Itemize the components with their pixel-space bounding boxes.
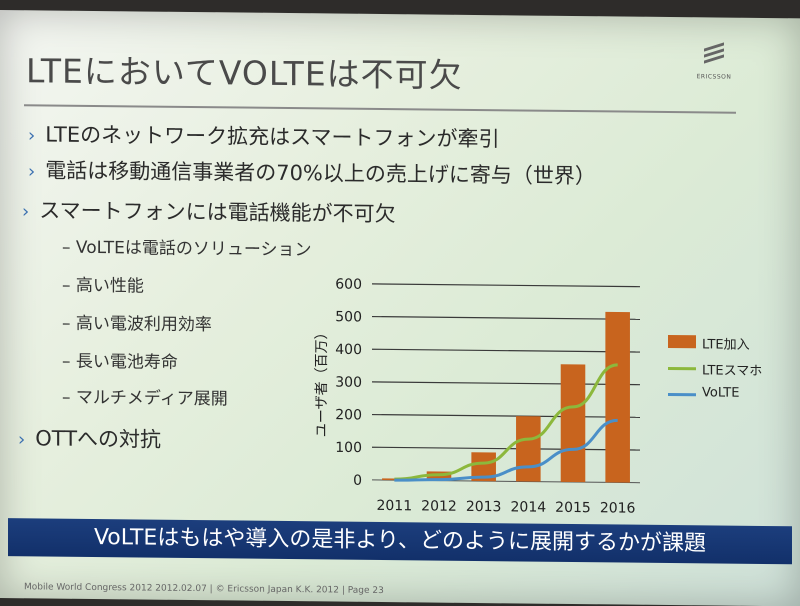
- ericsson-logo: ERICSSON: [692, 42, 736, 81]
- series-line-VoLTE: [394, 418, 618, 482]
- bullet-chevron-icon: ›: [28, 161, 36, 183]
- bar-2013: [471, 452, 496, 482]
- gridline: [372, 381, 640, 386]
- ericsson-mark-icon: [704, 42, 724, 64]
- conclusion-banner: VoLTEはもはや導入の是非より、どのように展開するかが課題: [8, 518, 792, 565]
- bar-2016: [605, 311, 630, 483]
- legend-swatch-line: [668, 366, 696, 371]
- legend-label: LTEスマホ: [702, 363, 763, 379]
- y-tick-label: 0: [353, 473, 362, 489]
- y-tick-label: 300: [335, 375, 362, 391]
- bar-2014: [516, 416, 541, 482]
- bullet-3-text: スマートフォンには電話機能が不可欠: [39, 198, 396, 227]
- legend-swatch-line: [668, 392, 696, 397]
- x-tick-label: 2013: [466, 499, 502, 515]
- bullet-2-text: 電話は移動通信事業者の70%以上の売上げに寄与（世界）: [45, 158, 596, 189]
- legend-label: LTE加入: [702, 337, 750, 353]
- y-axis-label: ユーザ者（百万）: [314, 325, 330, 437]
- gridline: [372, 413, 640, 418]
- y-tick-label: 600: [335, 277, 362, 293]
- sub-bullet-5: – マルチメディア展開: [62, 387, 228, 410]
- bullet-1-text: LTEのネットワーク拡充はスマートフォンが牽引: [45, 122, 500, 152]
- gridline: [372, 446, 640, 451]
- y-tick-label: 100: [335, 440, 362, 456]
- bullet-4: › OTTへの対抗: [18, 422, 161, 453]
- x-tick-label: 2012: [421, 498, 457, 514]
- slide-title: LTEにおいてVOLTEは不可欠: [26, 51, 463, 95]
- y-tick-label: 500: [335, 309, 362, 325]
- gridline: [372, 315, 640, 320]
- sub-bullet-2: – 高い性能: [62, 275, 144, 297]
- x-tick-label: 2015: [555, 500, 591, 516]
- gridline: [372, 348, 640, 353]
- series-line-LTEスマホ: [394, 363, 618, 481]
- legend-swatch-box: [668, 334, 696, 349]
- x-tick-label: 2014: [511, 499, 547, 515]
- bullet-chevron-icon: ›: [28, 125, 36, 147]
- logo-text: ERICSSON: [696, 73, 732, 81]
- slide: LTEにおいてVOLTEは不可欠 ERICSSON › LTEのネットワーク拡充は…: [0, 10, 800, 606]
- bullet-2: › 電話は移動通信事業者の70%以上の売上げに寄与（世界）: [28, 154, 596, 190]
- x-tick-label: 2016: [600, 500, 636, 516]
- bullet-chevron-icon: ›: [18, 429, 26, 451]
- bullet-chevron-icon: ›: [22, 201, 30, 223]
- y-tick-label: 400: [335, 342, 362, 358]
- bullet-4-text: OTTへの対抗: [35, 426, 162, 452]
- legend-label: VoLTE: [702, 385, 740, 401]
- user-growth-chart: 0 100 200 300 400 500 600 ユーザ者（百万） 2011 2012 2013 2…: [314, 277, 640, 517]
- bar-2015: [560, 364, 586, 483]
- bullet-3: › スマートフォンには電話機能が不可欠: [22, 194, 396, 228]
- x-tick-label: 2011: [377, 498, 413, 514]
- sub-bullet-4: – 長い電池寿命: [62, 351, 178, 373]
- title-divider: [24, 104, 736, 114]
- sub-bullet-1: – VoLTEは電話のソリューション: [62, 237, 312, 261]
- bullet-1: › LTEのネットワーク拡充はスマートフォンが牽引: [28, 118, 499, 153]
- gridline: [372, 283, 640, 288]
- y-tick-label: 200: [335, 407, 362, 423]
- slide-footer: Mobile World Congress 2012 2012.02.07 | …: [24, 582, 384, 597]
- sub-bullet-3: – 高い電波利用効率: [62, 313, 212, 336]
